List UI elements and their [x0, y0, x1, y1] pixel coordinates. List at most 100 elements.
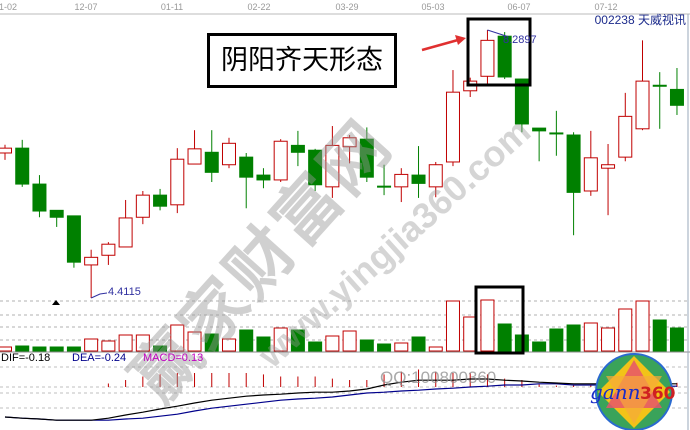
candle-body: [204, 151, 219, 173]
arrow-shaft: [421, 38, 459, 52]
volume-bar: [84, 338, 99, 352]
volume-bar: [187, 331, 202, 352]
volume-bar: [0, 346, 12, 352]
dea-legend: DEA=-0.24: [72, 352, 127, 364]
volume-highlight-box: [474, 285, 525, 355]
volume-bar: [359, 339, 374, 352]
volume-bar: [480, 299, 495, 352]
dif-line: [4, 378, 677, 421]
volume-bar: [239, 329, 254, 352]
volume-bar: [135, 334, 150, 352]
volume-bar: [170, 324, 185, 352]
volume-bar: [635, 300, 650, 352]
arrow-head-icon: [455, 35, 466, 45]
candle-body: [428, 164, 443, 188]
candle-body: [325, 144, 340, 188]
stock-name: 天威视讯: [637, 13, 686, 27]
logo-triangle: [606, 376, 662, 424]
volume-bar: [652, 319, 667, 352]
high-price-label: 8.2897: [503, 34, 537, 46]
volume-bar: [377, 343, 392, 352]
candle-body: [342, 137, 357, 148]
x-tick-label: 06-07: [507, 2, 531, 12]
volume-bar: [308, 341, 323, 352]
volume-bar: [342, 330, 357, 352]
candle-body: [170, 158, 185, 206]
candle-body: [652, 84, 667, 87]
candle-body: [480, 39, 495, 77]
volume-bar: [66, 346, 81, 352]
candle-body: [0, 147, 12, 154]
logo-text-360: 360: [640, 384, 676, 404]
volume-bar: [549, 328, 564, 352]
candle-body: [308, 149, 323, 186]
volume-bar: [583, 322, 598, 352]
volume-bar: [256, 336, 271, 352]
x-tick-label: 01-11: [160, 2, 184, 12]
watermark-qq: QQ:100800360: [380, 368, 497, 387]
candle-body: [84, 256, 99, 266]
volume-bar: [101, 340, 116, 352]
candle-body: [601, 164, 616, 169]
x-tick-label: 05-03: [421, 2, 445, 12]
dif-legend: DIF=-0.18: [1, 352, 51, 364]
x-tick-label: 03-29: [335, 2, 359, 12]
candle-body: [445, 91, 460, 163]
candle-body: [273, 140, 288, 181]
volume-bar: [445, 300, 460, 352]
low-price-label: 4.4115: [108, 286, 141, 298]
pattern-highlight-box: [466, 17, 532, 87]
x-tick-label: 02-22: [247, 2, 271, 12]
marker-triangle-icon: [52, 300, 60, 305]
volume-bar: [290, 329, 305, 352]
volume-bar: [118, 334, 133, 352]
pattern-label-box: 阴阳齐天形态: [207, 33, 397, 88]
candle-body: [221, 142, 236, 166]
candle-body: [497, 35, 512, 78]
x-tick-label: 1-02: [0, 2, 18, 12]
x-tick-label: 07-12: [594, 2, 618, 12]
candle-body: [32, 183, 47, 212]
candle-body: [394, 173, 409, 188]
x-tick-label: 12-07: [74, 2, 98, 12]
candle-body: [566, 134, 581, 193]
candle-body: [135, 194, 150, 218]
candle-body: [66, 215, 81, 263]
volume-bar: [325, 335, 340, 352]
volume-bar: [411, 336, 426, 352]
volume-bar: [221, 338, 236, 352]
volume-bar: [15, 345, 30, 352]
volume-bar: [601, 327, 616, 352]
logo-text: gann: [590, 380, 641, 404]
gann360-logo: gann 360: [590, 353, 676, 430]
candle-body: [618, 115, 633, 158]
candle-body: [290, 144, 305, 153]
candle-body: [187, 148, 202, 165]
candle-body: [514, 78, 529, 125]
volume-bar: [532, 341, 547, 352]
macd-legend: MACD=0.13: [143, 352, 204, 364]
candle-body: [549, 132, 564, 135]
volume-bar: [32, 346, 47, 352]
low-label-leader: [90, 292, 108, 299]
volume-bar: [394, 342, 409, 352]
volume-bar: [566, 324, 581, 352]
candle-body: [411, 174, 426, 184]
volume-bar: [153, 345, 168, 352]
candle-body: [583, 157, 598, 192]
candle-body: [153, 194, 168, 207]
candle-body: [359, 138, 374, 178]
volume-bar: [669, 327, 684, 352]
volume-bar: [428, 346, 443, 352]
candle-body: [669, 88, 684, 106]
volume-bar: [49, 346, 64, 352]
candle-body: [15, 147, 30, 185]
volume-bar: [204, 333, 219, 352]
candle-body: [118, 217, 133, 248]
candle-body: [49, 209, 64, 218]
volume-bar: [497, 323, 512, 352]
candle-body: [635, 80, 650, 130]
stock-code: 002238: [594, 13, 635, 27]
